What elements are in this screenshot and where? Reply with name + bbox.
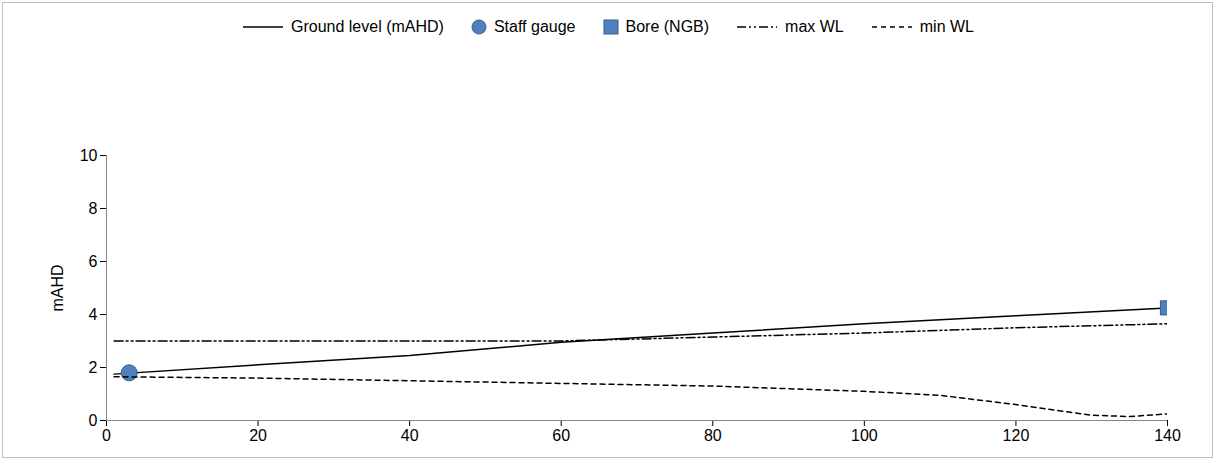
html-text:min WL: min WL xyxy=(919,18,974,35)
html-text:Ground level (mAHD): Ground level (mAHD) xyxy=(291,18,444,35)
svg-text:120: 120 xyxy=(1003,427,1030,444)
svg-text:0: 0 xyxy=(102,427,111,444)
svg-text:80: 80 xyxy=(704,427,722,444)
svg-text:20: 20 xyxy=(249,427,267,444)
svg-text:10: 10 xyxy=(80,147,98,164)
svg-text:100: 100 xyxy=(851,427,878,444)
svg-text:8: 8 xyxy=(89,200,98,217)
svg-text:4: 4 xyxy=(89,306,98,323)
svg-text:60: 60 xyxy=(552,427,570,444)
svg-text:140: 140 xyxy=(1154,427,1181,444)
svg-text:2: 2 xyxy=(89,359,98,376)
html-text:Staff gauge: Staff gauge xyxy=(493,18,576,35)
html-text:max WL: max WL xyxy=(785,18,844,35)
svg-text:40: 40 xyxy=(401,427,419,444)
svg-text:6: 6 xyxy=(89,253,98,270)
html-text:Bore (NGB): Bore (NGB) xyxy=(625,18,710,35)
svg-text:0: 0 xyxy=(89,412,98,429)
svg-text:mAHD: mAHD xyxy=(49,264,66,311)
